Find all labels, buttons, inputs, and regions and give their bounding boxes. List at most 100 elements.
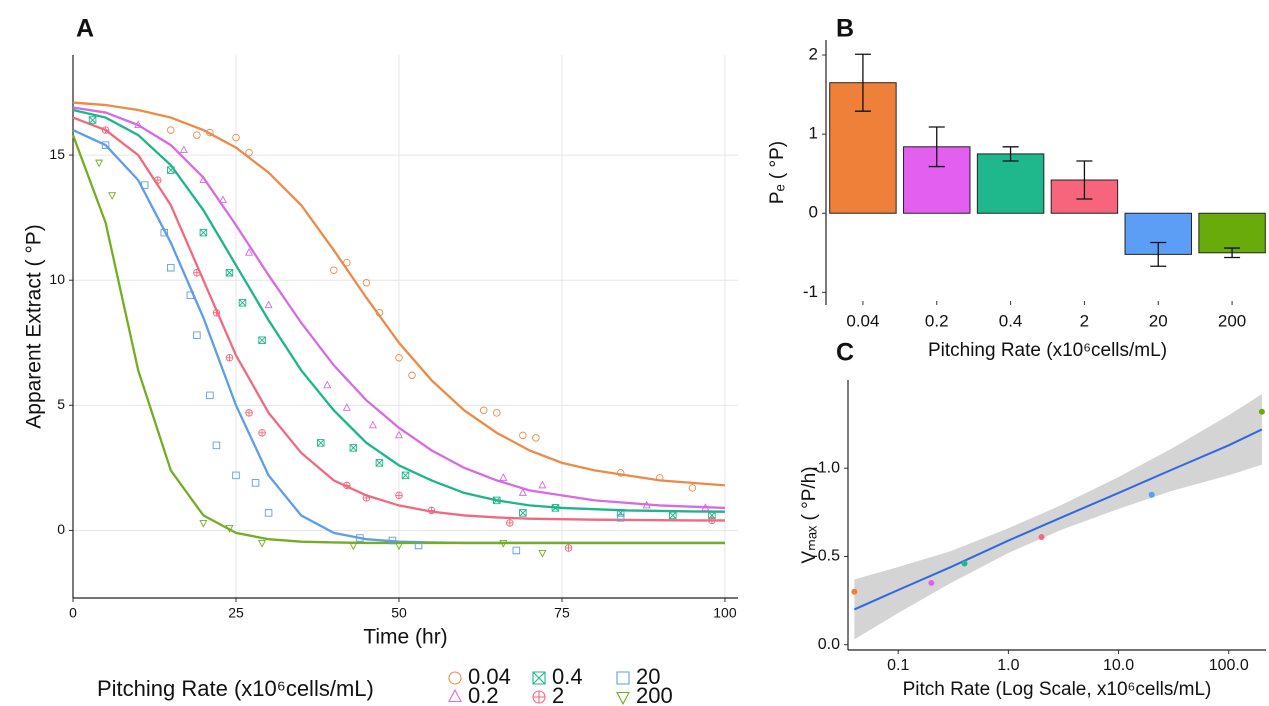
point [493,496,501,505]
point [179,145,188,154]
point [245,148,253,157]
point [362,279,371,287]
point [961,560,968,567]
point [414,541,423,550]
point [232,133,240,142]
panel-letter: B [836,15,854,43]
x-tick-label: 1.0 [997,657,1019,674]
point [167,166,175,174]
x-tick-label: 25 [228,605,244,621]
point [349,444,358,452]
point [395,491,403,500]
point [499,473,508,481]
legend-marker [616,691,630,706]
x-tick-label: 0 [69,605,77,621]
point [264,300,273,309]
y-axis-title: Apparent Extract ( °P) [23,224,46,428]
point [88,116,97,124]
point [264,509,273,517]
point [669,511,677,520]
point [218,195,227,204]
legend-label: 0.04 [468,664,511,689]
point [134,120,143,128]
x-tick-label: 0.4 [999,311,1023,330]
point [140,181,149,189]
x-tick-label: 0.2 [925,311,949,330]
legend-label: 200 [636,683,673,706]
error-bar [1076,160,1093,200]
y-axis-title: Pₑ ( °P) [767,141,788,204]
x-tick-label: 200 [1218,311,1246,330]
legend-label: 2 [552,683,564,706]
error-bar [1224,247,1241,259]
point [708,516,716,525]
point [349,542,358,551]
point [245,409,253,417]
point [519,509,527,517]
y-tick-label: 0 [809,203,818,222]
point [193,131,201,139]
legend-label: 0.4 [552,664,583,689]
point [206,391,214,400]
point [642,500,651,509]
error-bar [854,53,871,112]
point [206,128,214,137]
point [193,269,201,277]
error-bar [1002,146,1019,162]
point [101,141,110,149]
point [258,336,266,345]
point [342,403,351,411]
x-tick-label: 2 [1080,311,1089,330]
y-tick-label: 5 [57,396,65,412]
point [193,331,201,340]
y-tick-label: 0.0 [818,636,840,653]
point [316,439,325,447]
legend-marker [532,671,546,685]
legend-marker [448,688,462,703]
point [408,371,416,379]
point [375,459,384,467]
y-tick-label: -0.5 [812,548,840,565]
bar [903,146,971,214]
point [538,480,547,489]
point [688,484,697,492]
point [928,579,935,586]
point [519,431,527,440]
point [199,175,208,184]
point [701,503,710,511]
point [356,534,364,542]
point [108,192,117,200]
point [851,588,858,595]
legend-marker [532,690,546,704]
point [343,481,351,490]
x-tick-label: 10.0 [1103,657,1134,674]
point [160,228,169,237]
point [212,441,221,450]
x-axis-title: Pitching Rate (x10⁶cells/mL) [928,340,1167,361]
point [401,471,410,480]
point [199,520,208,528]
x-tick-label: 75 [554,605,570,621]
x-tick-label: 100.0 [1209,657,1249,674]
point [258,540,267,548]
point [395,354,403,362]
point [238,298,247,307]
point [616,514,625,522]
x-axis-title: Pitch Rate (Log Scale, x10⁶cells/mL) [903,679,1212,700]
y-tick-label: -1.0 [812,459,840,476]
legend-marker [448,671,462,685]
point [251,479,260,487]
fit-curve [72,101,726,487]
point [518,488,527,496]
point [1038,534,1045,541]
x-axis-title: Time (hr) [363,626,447,649]
error-bar [928,126,945,168]
point [101,126,110,134]
legend-label: 20 [636,664,660,689]
point [95,159,104,168]
point [212,309,221,317]
y-tick-label: 0 [57,521,65,537]
point [506,519,514,527]
point [538,550,547,558]
point [551,504,560,512]
